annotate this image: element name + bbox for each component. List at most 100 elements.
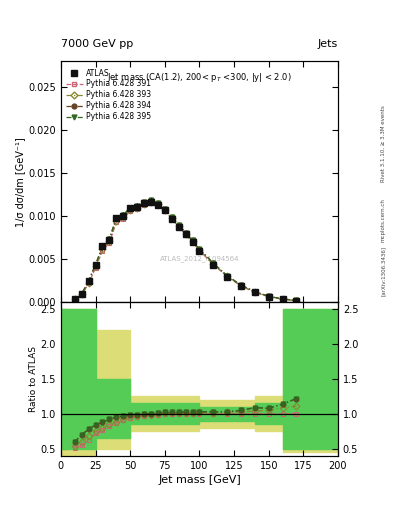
Pythia 6.428 395 [141,199,146,205]
Pythia 6.428 395 [239,282,243,288]
Pythia 6.428 391 [135,205,140,211]
Pythia 6.428 395 [72,296,77,303]
Text: 7000 GeV pp: 7000 GeV pp [61,38,133,49]
Pythia 6.428 393 [100,246,105,252]
Pythia 6.428 391 [190,239,195,245]
Legend: ATLAS, Pythia 6.428 391, Pythia 6.428 393, Pythia 6.428 394, Pythia 6.428 395: ATLAS, Pythia 6.428 391, Pythia 6.428 39… [64,66,153,123]
Pythia 6.428 394 [211,260,216,266]
Pythia 6.428 391 [114,219,119,225]
Pythia 6.428 393 [128,207,132,213]
Pythia 6.428 394 [128,205,132,211]
Pythia 6.428 395 [128,205,132,211]
Line: Pythia 6.428 394: Pythia 6.428 394 [72,198,299,303]
Pythia 6.428 391 [86,281,91,287]
Pythia 6.428 395 [149,197,153,203]
Pythia 6.428 394 [169,214,174,220]
Pythia 6.428 391 [252,289,257,295]
Pythia 6.428 395 [156,200,160,206]
Pythia 6.428 394 [141,199,146,205]
Pythia 6.428 394 [190,238,195,244]
Pythia 6.428 391 [72,296,77,303]
Pythia 6.428 391 [197,248,202,254]
Pythia 6.428 394 [239,282,243,288]
Line: Pythia 6.428 395: Pythia 6.428 395 [72,198,299,303]
Pythia 6.428 393 [107,238,112,244]
Pythia 6.428 391 [93,265,98,271]
Pythia 6.428 394 [107,236,112,242]
Pythia 6.428 393 [169,215,174,221]
Pythia 6.428 395 [79,291,84,297]
Pythia 6.428 393 [266,293,271,300]
Text: mcplots.cern.ch: mcplots.cern.ch [381,198,386,242]
Pythia 6.428 395 [86,278,91,284]
Pythia 6.428 394 [252,289,257,295]
Pythia 6.428 394 [197,246,202,252]
Pythia 6.428 393 [86,280,91,286]
Pythia 6.428 391 [79,292,84,298]
Pythia 6.428 393 [211,261,216,267]
Pythia 6.428 395 [225,272,230,279]
Pythia 6.428 393 [162,207,167,213]
Pythia 6.428 395 [93,262,98,268]
Pythia 6.428 391 [266,294,271,300]
Pythia 6.428 394 [114,215,119,221]
Pythia 6.428 393 [252,289,257,295]
Pythia 6.428 394 [280,296,285,302]
Pythia 6.428 391 [121,216,126,222]
Pythia 6.428 393 [72,296,77,303]
Pythia 6.428 393 [149,199,153,205]
Pythia 6.428 395 [294,297,299,304]
Pythia 6.428 394 [149,197,153,203]
Pythia 6.428 393 [79,291,84,297]
Pythia 6.428 393 [239,283,243,289]
Pythia 6.428 393 [135,205,140,211]
Text: Rivet 3.1.10, ≥ 3.3M events: Rivet 3.1.10, ≥ 3.3M events [381,105,386,182]
Pythia 6.428 395 [197,246,202,252]
Pythia 6.428 393 [121,214,126,220]
Y-axis label: 1/σ dσ/dm [GeV⁻¹]: 1/σ dσ/dm [GeV⁻¹] [16,137,26,227]
Pythia 6.428 393 [197,247,202,253]
Pythia 6.428 393 [183,230,188,237]
Pythia 6.428 391 [225,273,230,280]
X-axis label: Jet mass [GeV]: Jet mass [GeV] [158,475,241,485]
Pythia 6.428 394 [176,222,181,228]
Pythia 6.428 395 [266,293,271,300]
Pythia 6.428 393 [280,296,285,302]
Pythia 6.428 395 [183,229,188,236]
Pythia 6.428 394 [72,296,77,303]
Pythia 6.428 393 [225,273,230,279]
Pythia 6.428 394 [225,272,230,279]
Pythia 6.428 394 [121,212,126,218]
Text: Jet mass (CA(1.2), 200< p$_T$ <300, |y| < 2.0): Jet mass (CA(1.2), 200< p$_T$ <300, |y| … [107,71,292,84]
Pythia 6.428 393 [190,238,195,244]
Pythia 6.428 393 [294,297,299,304]
Pythia 6.428 391 [280,296,285,303]
Pythia 6.428 391 [294,298,299,304]
Pythia 6.428 395 [162,205,167,211]
Pythia 6.428 393 [141,201,146,207]
Pythia 6.428 391 [100,248,105,254]
Pythia 6.428 395 [169,214,174,220]
Pythia 6.428 391 [107,240,112,246]
Line: Pythia 6.428 391: Pythia 6.428 391 [72,201,299,303]
Pythia 6.428 395 [114,215,119,221]
Pythia 6.428 393 [176,223,181,229]
Pythia 6.428 393 [156,201,160,207]
Pythia 6.428 394 [294,297,299,304]
Pythia 6.428 391 [141,202,146,208]
Pythia 6.428 394 [183,229,188,236]
Pythia 6.428 391 [128,208,132,214]
Text: ATLAS_2012_I1094564: ATLAS_2012_I1094564 [160,255,239,262]
Text: Jets: Jets [318,38,338,49]
Pythia 6.428 395 [121,212,126,218]
Pythia 6.428 391 [239,283,243,289]
Pythia 6.428 391 [176,224,181,230]
Pythia 6.428 394 [86,278,91,284]
Pythia 6.428 394 [93,262,98,268]
Pythia 6.428 395 [107,236,112,242]
Pythia 6.428 391 [149,200,153,206]
Pythia 6.428 393 [93,263,98,269]
Pythia 6.428 395 [176,222,181,228]
Pythia 6.428 395 [211,260,216,266]
Line: Pythia 6.428 393: Pythia 6.428 393 [72,200,299,303]
